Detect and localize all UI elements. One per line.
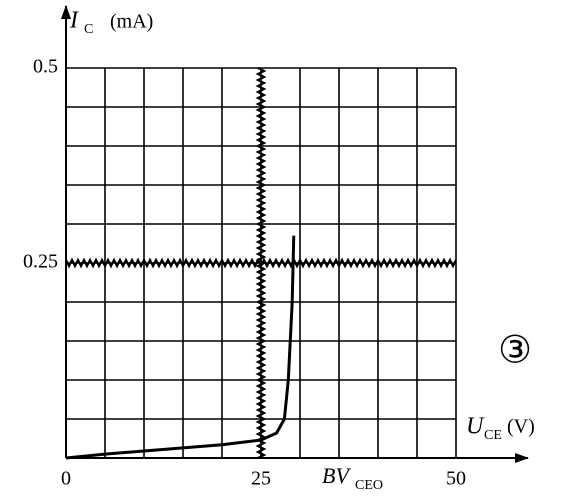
reference-line <box>255 67 267 459</box>
y-tick-label: 0.5 <box>33 56 58 78</box>
x-tick-label: 50 <box>446 468 466 490</box>
annotation-subscript: CEO <box>355 478 383 493</box>
reference-line <box>65 257 457 269</box>
y-tick-label: 0.25 <box>23 251 58 273</box>
x-label-symbol: U <box>466 414 485 440</box>
y-label-subscript: C <box>84 22 93 37</box>
x-label-subscript: CE <box>484 428 502 443</box>
annotation-text: BV <box>322 463 351 488</box>
x-tick-label: 0 <box>61 468 71 490</box>
x-label-unit: (V) <box>507 416 535 438</box>
line <box>65 235 296 460</box>
y-label-unit: (mA) <box>110 11 153 33</box>
y-label-symbol: I <box>69 8 79 34</box>
x-tick-label: 25 <box>251 468 271 490</box>
annotation-text: ③ <box>498 328 532 372</box>
